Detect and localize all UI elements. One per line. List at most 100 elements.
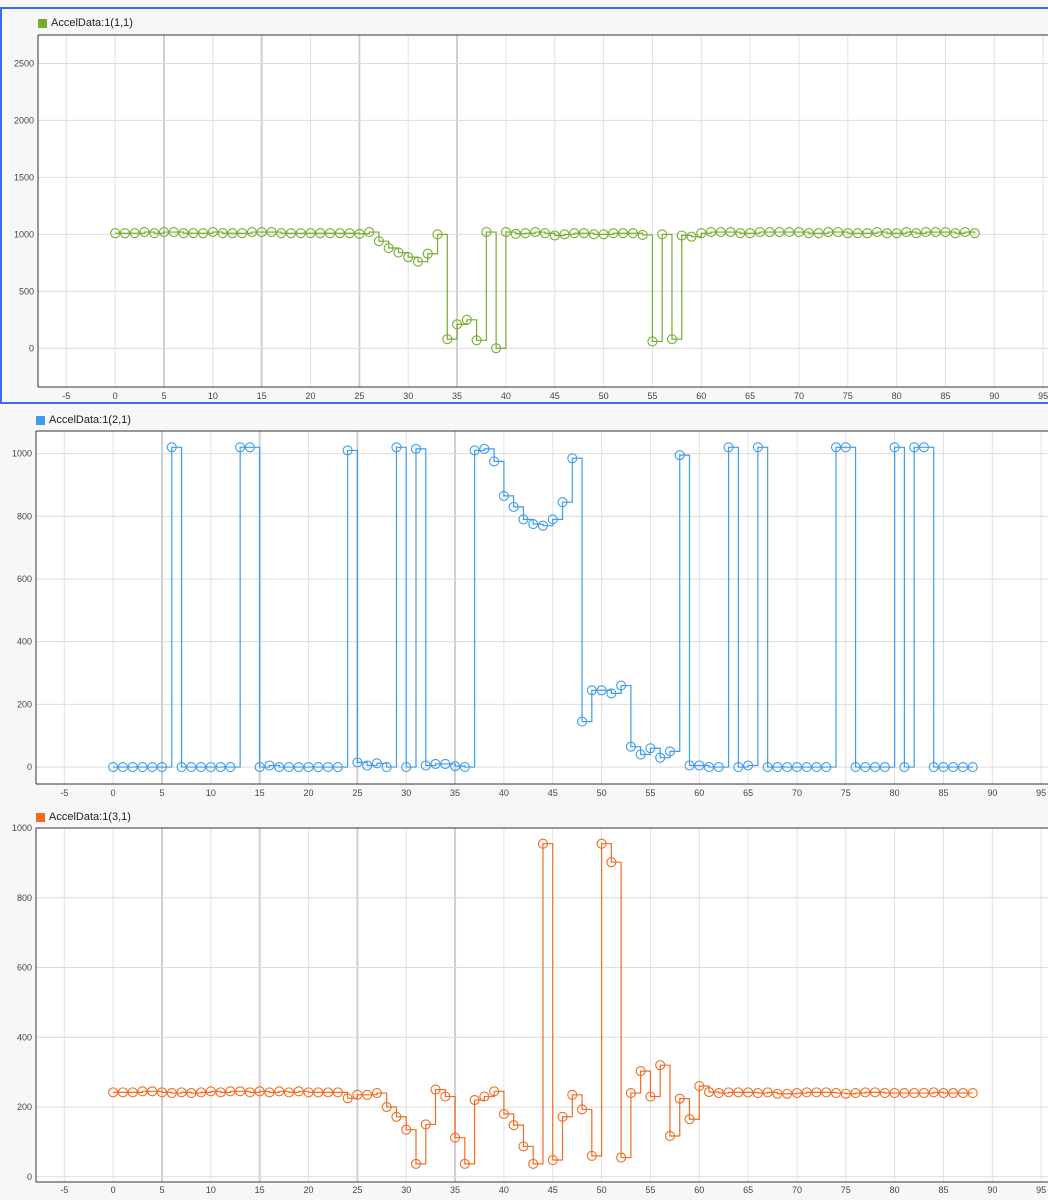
data-point[interactable] <box>811 762 822 773</box>
data-point[interactable] <box>274 762 285 773</box>
data-point[interactable] <box>266 227 277 238</box>
data-point[interactable] <box>364 227 375 238</box>
data-point[interactable] <box>315 228 326 239</box>
data-point[interactable] <box>352 1089 363 1100</box>
data-point[interactable] <box>137 762 148 773</box>
data-point[interactable] <box>401 762 412 773</box>
data-point[interactable] <box>518 1141 529 1152</box>
data-point[interactable] <box>549 230 560 241</box>
data-point[interactable] <box>598 229 609 240</box>
data-point[interactable] <box>830 442 842 453</box>
data-point[interactable] <box>217 228 228 239</box>
data-point[interactable] <box>391 442 402 453</box>
data-point[interactable] <box>158 227 170 238</box>
data-point[interactable] <box>119 228 130 239</box>
data-point[interactable] <box>635 1066 646 1077</box>
data-point[interactable] <box>127 762 138 773</box>
data-point[interactable] <box>528 519 539 530</box>
data-point[interactable] <box>860 1087 871 1098</box>
data-point[interactable] <box>782 1088 793 1099</box>
data-point[interactable] <box>283 762 295 773</box>
data-point[interactable] <box>479 443 490 454</box>
chart-3-svg[interactable]: -5 0 5 10 15 20 25 30 35 40 45 50 55 60 65 70 75 80 85 90 95… <box>0 800 1048 1200</box>
data-point[interactable] <box>891 228 902 239</box>
data-point[interactable] <box>166 1088 177 1099</box>
data-point[interactable] <box>948 762 959 773</box>
data-point[interactable] <box>762 1087 773 1098</box>
data-point[interactable] <box>440 758 451 769</box>
data-point[interactable] <box>432 229 443 240</box>
data-point[interactable] <box>957 1088 969 1099</box>
data-point[interactable] <box>930 227 941 238</box>
data-point[interactable] <box>246 227 257 238</box>
data-point[interactable] <box>276 228 287 239</box>
data-point[interactable] <box>196 762 207 773</box>
data-point[interactable] <box>108 762 119 773</box>
data-point[interactable] <box>791 762 803 773</box>
data-point[interactable] <box>188 228 199 239</box>
data-point[interactable] <box>813 228 824 239</box>
data-point[interactable] <box>537 520 549 531</box>
data-point[interactable] <box>303 1087 314 1098</box>
data-point[interactable] <box>743 760 754 771</box>
data-point[interactable] <box>274 1086 285 1097</box>
data-point[interactable] <box>530 227 541 238</box>
chart-1-svg[interactable]: -5 0 5 10 15 20 25 30 35 40 45 50 55 60 65 70 75 80 85 90 95… <box>2 9 1048 406</box>
data-point[interactable] <box>332 1087 343 1098</box>
data-point[interactable] <box>743 1087 754 1098</box>
data-point[interactable] <box>637 229 648 240</box>
data-point[interactable] <box>149 228 160 239</box>
data-point[interactable] <box>666 334 678 345</box>
data-point[interactable] <box>618 228 629 239</box>
data-point[interactable] <box>498 490 509 501</box>
data-point[interactable] <box>491 343 502 354</box>
data-point[interactable] <box>606 857 617 868</box>
data-point[interactable] <box>782 762 793 773</box>
data-point[interactable] <box>950 228 961 239</box>
data-point[interactable] <box>373 236 384 247</box>
data-point[interactable] <box>139 227 150 238</box>
data-point[interactable] <box>959 227 971 238</box>
plot-panel-1[interactable]: AccelData:1(1,1) -5 0 5 10 15 20 25 30 35 40 45 50 5… <box>0 7 1048 404</box>
data-point[interactable] <box>713 1088 724 1099</box>
data-point[interactable] <box>821 1087 832 1098</box>
data-point[interactable] <box>510 228 521 239</box>
data-point[interactable] <box>295 228 306 239</box>
data-point[interactable] <box>830 1088 842 1099</box>
data-point[interactable] <box>579 228 590 239</box>
data-point[interactable] <box>694 1081 705 1092</box>
data-point[interactable] <box>207 227 218 238</box>
data-point[interactable] <box>686 231 697 242</box>
data-point[interactable] <box>401 1124 412 1135</box>
data-point[interactable] <box>205 1086 216 1097</box>
data-point[interactable] <box>840 442 851 453</box>
data-point[interactable] <box>940 227 951 238</box>
plot-panel-2[interactable]: AccelData:1(2,1) -5 0 5 10 15 20 25 30 35 40 45 50 5… <box>0 404 1048 800</box>
data-point[interactable] <box>745 228 756 239</box>
data-point[interactable] <box>305 228 316 239</box>
data-point[interactable] <box>117 1087 128 1098</box>
data-point[interactable] <box>870 1087 881 1098</box>
data-point[interactable] <box>850 1088 861 1099</box>
data-point[interactable] <box>244 442 255 453</box>
data-point[interactable] <box>705 227 717 238</box>
data-point[interactable] <box>791 1088 803 1099</box>
data-point[interactable] <box>918 442 929 453</box>
data-point[interactable] <box>616 1152 627 1163</box>
data-point[interactable] <box>332 762 343 773</box>
data-point[interactable] <box>606 688 617 699</box>
data-point[interactable] <box>625 741 636 752</box>
data-point[interactable] <box>733 1087 744 1098</box>
data-point[interactable] <box>811 1087 822 1098</box>
data-point[interactable] <box>313 762 324 773</box>
data-point[interactable] <box>862 228 873 239</box>
data-point[interactable] <box>803 228 814 239</box>
data-point[interactable] <box>616 680 627 691</box>
data-point[interactable] <box>657 229 668 240</box>
data-point[interactable] <box>362 760 373 771</box>
data-point[interactable] <box>889 442 900 453</box>
data-point[interactable] <box>127 1087 138 1098</box>
data-point[interactable] <box>852 228 863 239</box>
data-point[interactable] <box>938 762 949 773</box>
data-point[interactable] <box>832 227 844 238</box>
